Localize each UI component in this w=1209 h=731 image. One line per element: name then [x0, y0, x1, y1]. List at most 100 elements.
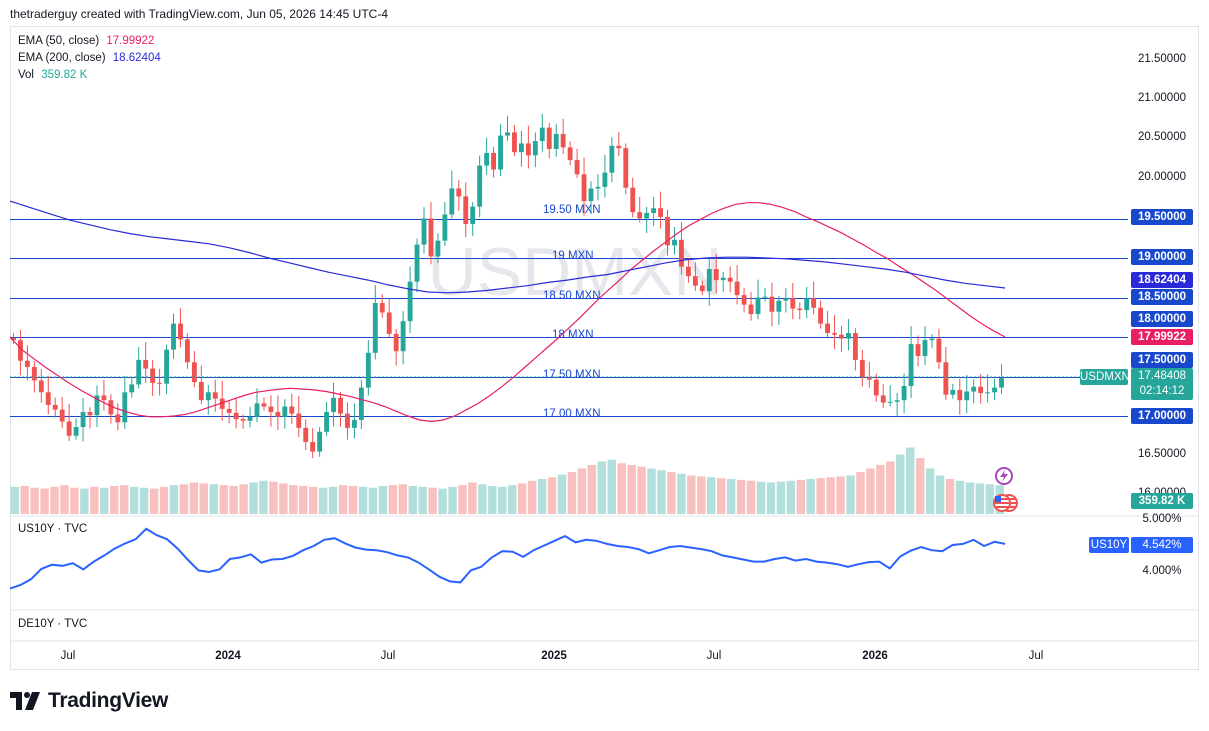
candle-body: [525, 143, 531, 156]
level-tag-1950: 19.50000: [1131, 209, 1193, 225]
y-tick: 20.00000: [1138, 171, 1186, 183]
volume-bar: [846, 475, 855, 514]
candle-body: [866, 377, 872, 380]
candle-body: [553, 133, 559, 149]
candle-body: [477, 165, 483, 207]
volume-bar: [259, 480, 268, 514]
candle-body: [741, 295, 747, 305]
level-label-1800: 18 MXN: [552, 329, 594, 341]
volume-bar: [547, 477, 557, 514]
x-tick: 2026: [862, 650, 888, 662]
volume-bar: [637, 466, 646, 514]
candle-body: [776, 300, 782, 312]
volume-bar: [438, 488, 447, 514]
tradingview-logo[interactable]: TradingView: [10, 689, 168, 713]
candle-body: [303, 427, 309, 443]
x-tick: Jul: [706, 650, 722, 662]
volume-bar: [488, 486, 497, 514]
volume-bar: [328, 486, 338, 514]
candle-body: [818, 307, 824, 324]
volume-bar: [10, 486, 19, 514]
volume-bar: [309, 486, 318, 514]
volume-bar: [478, 484, 487, 514]
candle-body: [178, 323, 183, 340]
candle-body: [567, 147, 573, 161]
last-price-value: 17.48408: [1138, 370, 1186, 382]
candle-body: [651, 208, 657, 213]
candle-body: [811, 298, 817, 308]
volume-bar: [915, 458, 925, 514]
volume-bar: [358, 486, 368, 514]
candle-body: [699, 285, 705, 292]
volume-bar: [657, 470, 666, 514]
candle-body: [240, 419, 246, 421]
candle-body: [18, 340, 23, 361]
volume-bar: [408, 486, 417, 514]
candle-body: [901, 385, 907, 401]
volume-bar: [617, 463, 626, 514]
chart-frame[interactable]: [10, 26, 1199, 670]
volume-bar: [716, 478, 726, 514]
volume-bar: [249, 482, 258, 514]
legend-ema50-label: EMA (50, close): [18, 35, 100, 47]
candle-body: [324, 412, 330, 432]
candle-body: [685, 266, 691, 277]
candle-body: [470, 206, 476, 225]
us10y-value-tag: 4.542%: [1131, 537, 1193, 553]
volume-bar: [199, 483, 208, 514]
candle-body: [574, 160, 580, 175]
candle-body: [484, 152, 490, 166]
volume-bar: [796, 479, 805, 514]
candle-body: [915, 344, 921, 356]
candle-body: [289, 406, 295, 414]
candle-body: [108, 400, 114, 415]
ema50-line: [9, 202, 1006, 423]
candle-body: [275, 412, 281, 417]
candle-body: [365, 352, 371, 388]
level-tag-1700: 17.00000: [1131, 408, 1193, 424]
volume-bar: [607, 459, 616, 514]
candle-body: [512, 132, 517, 153]
candle-body: [644, 212, 650, 219]
candle-body: [999, 378, 1004, 388]
bar-countdown: 02:14:12: [1139, 385, 1185, 397]
volume-bar: [348, 486, 358, 514]
legend-volume[interactable]: Vol 359.82 K: [18, 69, 87, 81]
symbol-watermark: USDMXN: [428, 234, 723, 310]
candle-body: [539, 127, 545, 142]
legend-ema50[interactable]: EMA (50, close) 17.99922: [18, 35, 154, 47]
candle-body: [38, 380, 44, 393]
level-tag-1850: 18.50000: [1131, 289, 1193, 305]
candle-body: [783, 298, 789, 301]
candle-body: [233, 412, 239, 420]
volume-bar: [60, 485, 69, 514]
us10y-line: [9, 527, 1006, 590]
candle-body: [602, 172, 608, 187]
volume-bar: [90, 486, 99, 514]
volume-bar: [577, 468, 587, 514]
us-flag-event-icon-2[interactable]: [993, 494, 1011, 512]
level-tag-1800: 18.00000: [1131, 311, 1193, 327]
candle-body: [338, 397, 343, 414]
candle-body: [400, 321, 406, 352]
lightning-icon[interactable]: [995, 467, 1013, 485]
candle-body: [790, 298, 796, 309]
candle-body: [115, 414, 121, 423]
ema50-tag: 17.99922: [1131, 329, 1193, 345]
candle-body: [936, 338, 942, 363]
volume-bar: [925, 468, 935, 514]
volume-bar: [736, 479, 746, 514]
candle-body: [748, 304, 754, 315]
volume-bar: [318, 487, 328, 514]
candle-body: [331, 397, 336, 413]
candle-body: [435, 240, 441, 257]
candle-body: [908, 344, 914, 386]
candle-body: [212, 392, 218, 399]
level-tag-1900: 19.00000: [1131, 249, 1193, 265]
volume-bar: [786, 480, 796, 514]
candle-body: [922, 340, 928, 356]
volume-bar: [378, 486, 388, 514]
legend-ema200[interactable]: EMA (200, close) 18.62404: [18, 52, 161, 64]
volume-bar: [746, 480, 756, 514]
